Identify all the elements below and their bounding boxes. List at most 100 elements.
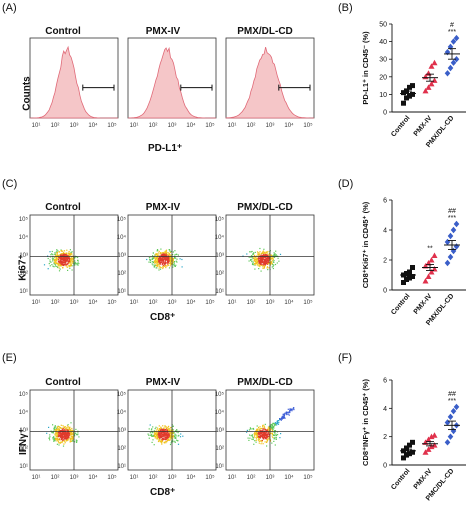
event-dot <box>268 256 270 259</box>
event-dot <box>156 256 158 258</box>
event-dot <box>272 257 274 259</box>
x-tick-label: 10² <box>149 300 158 306</box>
event-dot <box>264 253 267 255</box>
event-dot <box>158 269 160 271</box>
event-dot <box>58 264 60 266</box>
event-dot <box>170 250 172 253</box>
event-dot <box>256 436 258 438</box>
event-dot <box>54 260 56 262</box>
event-dot <box>177 254 179 256</box>
event-dot <box>265 431 267 433</box>
event-dot <box>158 425 160 427</box>
event-dot <box>59 263 61 265</box>
event-dot <box>165 253 167 255</box>
significance-marker: *** <box>448 29 456 36</box>
event-dot <box>56 262 58 264</box>
data-point <box>444 259 451 267</box>
event-dot <box>157 437 159 439</box>
event-dot <box>49 434 51 436</box>
event-dot <box>170 437 172 439</box>
x-tick-label: 10⁴ <box>284 474 294 481</box>
event-dot <box>158 260 160 262</box>
event-dot <box>270 257 272 259</box>
event-dot <box>78 436 80 438</box>
data-point <box>407 451 412 457</box>
event-dot <box>167 263 169 265</box>
event-dot <box>170 263 172 266</box>
event-dot <box>253 443 255 445</box>
data-point <box>410 83 415 89</box>
event-dot <box>258 255 260 257</box>
data-point <box>450 247 457 255</box>
event-dot <box>173 436 175 438</box>
event-dot <box>161 438 163 440</box>
event-dot <box>156 263 158 265</box>
event-dot <box>63 436 65 438</box>
event-dot <box>166 257 168 259</box>
data-point <box>422 278 429 284</box>
event-dot <box>69 264 71 266</box>
event-dot <box>255 255 257 257</box>
event-dot <box>53 427 55 429</box>
event-dot <box>168 432 170 434</box>
event-dot <box>257 430 259 432</box>
event-dot <box>56 426 58 428</box>
event-dot <box>59 268 61 270</box>
event-dot <box>272 429 274 431</box>
event-dot <box>61 435 64 437</box>
event-dot <box>170 263 172 265</box>
event-dot <box>168 439 171 441</box>
event-dot <box>287 413 289 416</box>
event-dot <box>268 252 270 254</box>
event-dot <box>273 430 275 432</box>
event-dot <box>60 259 62 261</box>
significance-marker: ## <box>448 208 456 215</box>
event-dot <box>257 263 259 265</box>
event-dot <box>153 434 155 437</box>
y-tick-label: 10⁴ <box>117 409 127 416</box>
event-dot <box>149 258 151 260</box>
event-dot <box>172 429 174 431</box>
event-dot <box>270 432 272 435</box>
event-dot <box>160 431 162 433</box>
event-dot <box>264 260 266 262</box>
event-dot <box>263 251 266 253</box>
y-tick-label: 0 <box>383 288 387 295</box>
event-dot <box>156 254 158 256</box>
event-dot <box>72 433 74 435</box>
event-dot <box>64 263 66 265</box>
event-dot <box>58 430 60 432</box>
event-dot <box>259 428 261 430</box>
event-dot <box>57 438 59 440</box>
event-dot <box>268 427 270 429</box>
event-dot <box>178 434 180 436</box>
event-dot <box>251 435 253 437</box>
event-dot <box>159 268 162 270</box>
event-dot <box>67 435 69 437</box>
histogram-curve <box>225 46 314 119</box>
data-point <box>447 253 454 261</box>
event-dot <box>62 264 64 266</box>
event-dot <box>257 432 259 434</box>
event-dot <box>273 423 275 425</box>
event-dot <box>175 260 177 262</box>
event-dot <box>248 260 250 262</box>
event-dot <box>52 438 54 440</box>
event-dot <box>168 434 170 436</box>
event-dot <box>157 433 159 435</box>
event-dot <box>53 261 56 263</box>
event-dot <box>274 434 276 436</box>
event-dot <box>260 259 262 262</box>
data-point <box>444 238 451 246</box>
event-dot <box>160 258 162 261</box>
ki67-title-control: Control <box>45 202 81 213</box>
data-point <box>450 38 457 45</box>
event-dot <box>53 266 55 268</box>
event-dot <box>63 433 65 436</box>
event-dot <box>258 438 260 440</box>
event-dot <box>53 439 55 441</box>
event-dot <box>258 434 260 436</box>
event-dot <box>252 262 254 264</box>
event-dot <box>57 427 59 429</box>
event-dot <box>279 437 281 439</box>
